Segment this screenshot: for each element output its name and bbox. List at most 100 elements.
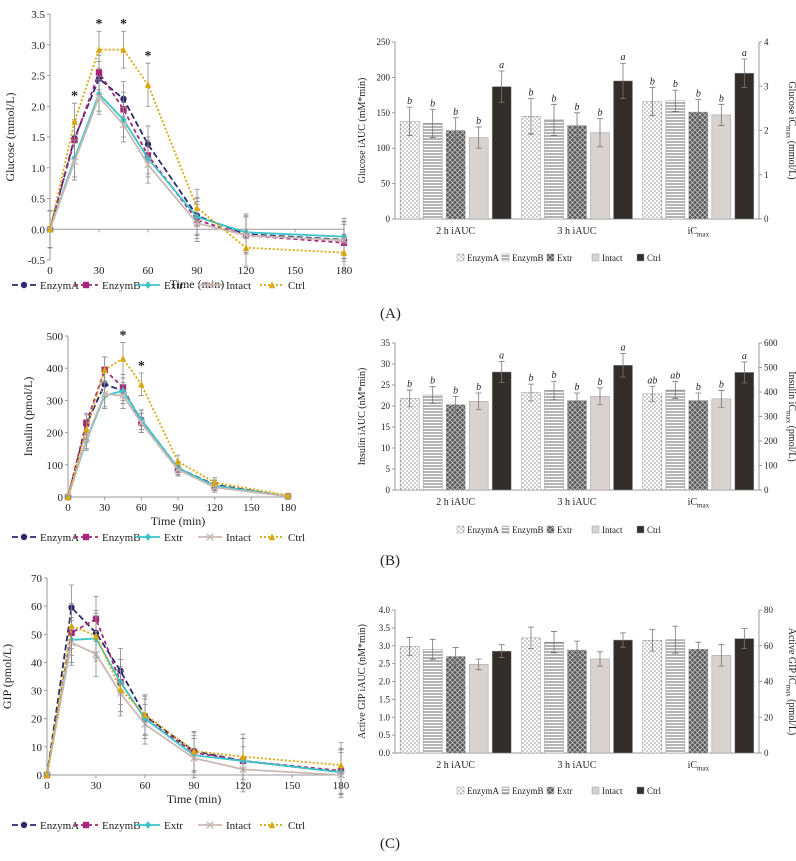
legend-label: Ctrl	[647, 786, 662, 796]
significance-letter: ab	[647, 375, 657, 386]
y-tick-label: 2.0	[31, 101, 45, 113]
error-bar	[695, 98, 702, 126]
y-tick-label: 40	[31, 657, 43, 669]
bar-EnzymA	[399, 121, 420, 220]
category-label: 2 h iAUC	[436, 497, 475, 508]
legend-swatch	[501, 525, 510, 534]
x-axis-title: Time (min)	[167, 792, 222, 806]
significance-letter: a	[499, 60, 504, 71]
series-line-EnzymA	[49, 77, 345, 241]
significance-letter: b	[407, 96, 412, 107]
y-tick-label: 0.0	[31, 224, 45, 236]
y-tick-label: 2.0	[379, 677, 391, 687]
y-tick-label: 200	[47, 428, 64, 440]
data-point	[144, 81, 152, 88]
y-tick-label: 15	[381, 422, 391, 432]
legend-swatch	[501, 253, 510, 262]
x-tick-label: 30	[99, 502, 111, 514]
line-legend: EnzymA EnzymB Extr Intact Ctrl	[12, 820, 305, 832]
series-line-Intact	[46, 641, 342, 776]
y-tick-label: 5	[386, 464, 391, 474]
category-label: iCmax	[688, 497, 710, 510]
category-label: 2 h iAUC	[436, 226, 475, 237]
y-tick-label: 200	[377, 72, 391, 82]
bar-Extr	[445, 130, 466, 220]
line-chart-B-line: 0 100 200 300 400 500 0 30 60 90 120 150 180 Time (mi…	[12, 328, 305, 544]
y-tick-label: 20	[31, 714, 43, 726]
data-point	[137, 419, 146, 427]
legend-label: EnzymB	[512, 786, 544, 796]
y2-axis-title: Insulin iCmax (pmol/L)	[785, 371, 796, 461]
legend-marker	[82, 533, 90, 541]
significance-letter: b	[552, 93, 557, 104]
y2-tick-label: 300	[764, 412, 778, 422]
data-point	[144, 160, 152, 169]
error-bar	[741, 58, 748, 88]
error-bar	[551, 380, 557, 401]
y-tick-label: 100	[47, 460, 64, 472]
y2-tick-label: 600	[764, 338, 778, 348]
y-tick-label: 150	[377, 108, 391, 118]
legend-label: Extr	[164, 532, 183, 544]
bar-Ctrl	[491, 650, 512, 754]
legend-label: EnzymB	[102, 532, 141, 544]
legend-swatch	[456, 786, 465, 795]
legend-label: EnzymB	[102, 820, 141, 832]
data-point	[284, 491, 292, 499]
bar-Extr	[688, 400, 709, 491]
data-point	[119, 120, 128, 129]
bar-EnzymA	[399, 398, 420, 491]
legend-label: Intact	[226, 820, 251, 832]
significance-letter: b	[430, 376, 435, 387]
bar-chart-B-bar: 0 5 10 15 20 25 30 35 0 100 200 300 400 500 600 Insulin…	[357, 338, 796, 535]
bar-Ctrl	[613, 639, 633, 754]
significance-letter: b	[696, 88, 701, 99]
legend-label: EnzymA	[40, 532, 79, 544]
data-point	[83, 425, 90, 433]
series-line-Intact	[49, 95, 345, 242]
bar-group: b b b b a 2 h iAUC	[399, 350, 512, 508]
significance-letter: b	[529, 88, 534, 99]
data-point	[174, 465, 182, 474]
y2-axis-title: Active GIP iCmax (pmol/L)	[785, 628, 796, 736]
data-point	[242, 244, 250, 251]
error-bar	[452, 395, 459, 414]
significance-letter: b	[453, 385, 458, 396]
y-tick-label: 300	[47, 395, 64, 407]
significance-letter: b	[529, 373, 534, 384]
bar-group: b b b b a iCmax	[642, 48, 755, 239]
error-bar	[620, 632, 626, 648]
series-line-Extr	[67, 389, 289, 498]
error-bar	[649, 385, 656, 402]
y2-tick-label: 100	[764, 461, 778, 471]
error-bar	[649, 86, 656, 117]
legend-label: Intact	[602, 253, 623, 263]
y-axis-title: GIP (pmol/L)	[0, 644, 14, 709]
category-label: 3 h iAUC	[558, 226, 597, 237]
x-axis-title: Time (min)	[151, 514, 206, 528]
legend-swatch	[546, 253, 555, 262]
y-tick-label: 20	[381, 401, 391, 411]
legend-marker	[206, 533, 214, 541]
legend-swatch	[456, 525, 465, 534]
y-tick-label: 10	[381, 443, 391, 453]
legend-marker	[268, 821, 276, 829]
significance-star: *	[71, 89, 78, 104]
data-point	[100, 390, 109, 398]
legend-marker	[82, 281, 90, 289]
data-point	[101, 366, 108, 374]
y2-tick-label: 500	[764, 363, 778, 373]
x-tick-label: 150	[284, 780, 301, 792]
legend-swatch	[636, 253, 645, 262]
legend-swatch	[591, 525, 600, 534]
error-bar	[672, 89, 679, 112]
error-bar	[498, 644, 505, 658]
legend-label: EnzymB	[102, 280, 141, 292]
series-EnzymA	[64, 371, 292, 501]
significance-letter: b	[407, 379, 412, 390]
bar-Intact	[711, 655, 732, 754]
legend-label: Extr	[164, 820, 183, 832]
data-point	[46, 225, 54, 233]
bar-Intact	[468, 401, 489, 491]
bar-Extr	[567, 400, 587, 491]
